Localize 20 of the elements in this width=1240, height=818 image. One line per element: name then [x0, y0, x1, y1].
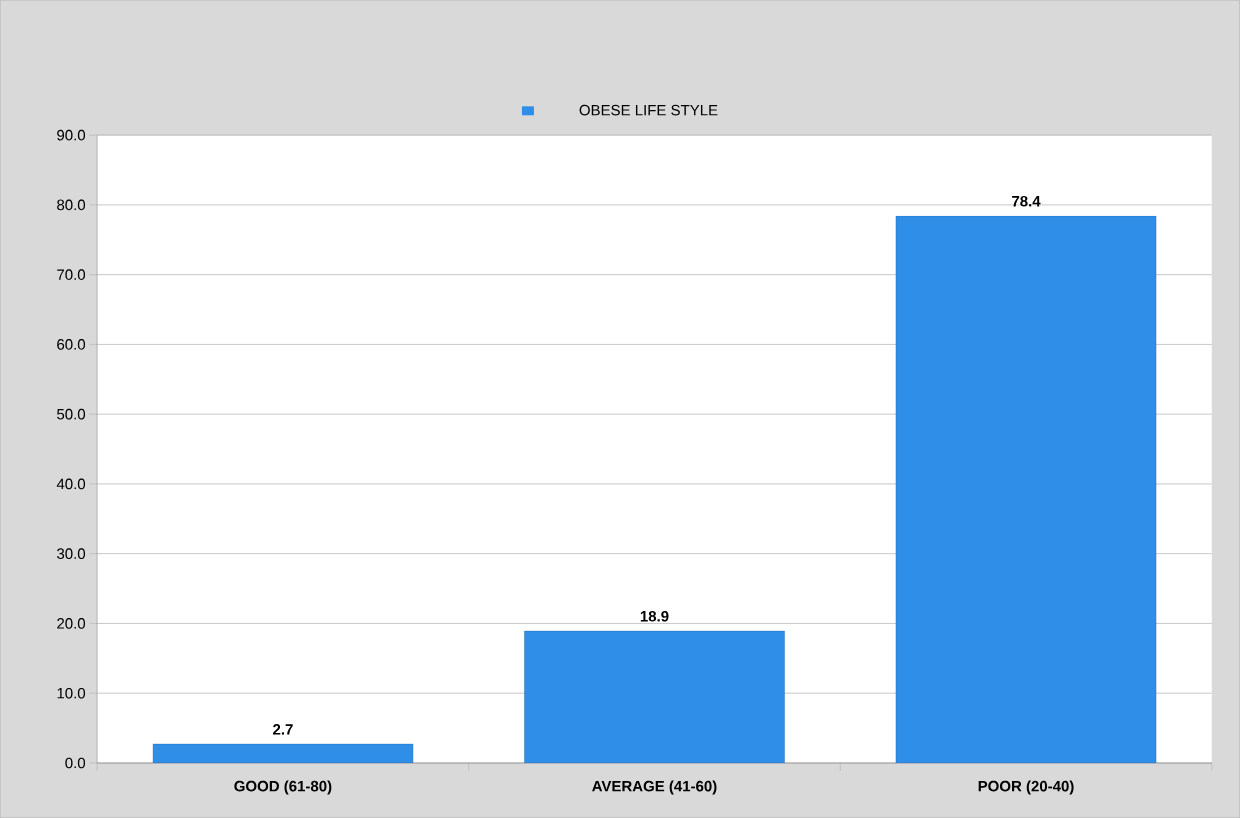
- x-tick-label: AVERAGE (41-60): [592, 780, 717, 795]
- y-tick-label: 40.0: [56, 478, 86, 490]
- bar: [895, 215, 1157, 763]
- bar: [152, 743, 414, 763]
- y-tick-label: 10.0: [57, 687, 86, 699]
- x-tick-label: GOOD (61-80): [234, 780, 332, 795]
- y-tick-label: 20.0: [57, 618, 86, 629]
- y-tick-label: 80.0: [57, 199, 86, 211]
- y-tick-label: 60.0: [57, 339, 86, 350]
- y-tick-label: 50.0: [57, 408, 86, 420]
- data-label: 18.9: [640, 610, 669, 622]
- y-tick-label: 70.0: [57, 269, 86, 280]
- y-tick-label: 90.0: [57, 129, 86, 141]
- y-tick-label: 30.0: [57, 548, 86, 559]
- bar: [524, 630, 785, 763]
- text: OBESE LIFE STYLE: [579, 104, 718, 116]
- data-label: 2.7: [273, 724, 293, 735]
- y-tick-label: 0.0: [65, 757, 86, 769]
- x-tick-label: POOR (20-40): [978, 780, 1074, 795]
- data-label: 78.4: [1012, 195, 1041, 207]
